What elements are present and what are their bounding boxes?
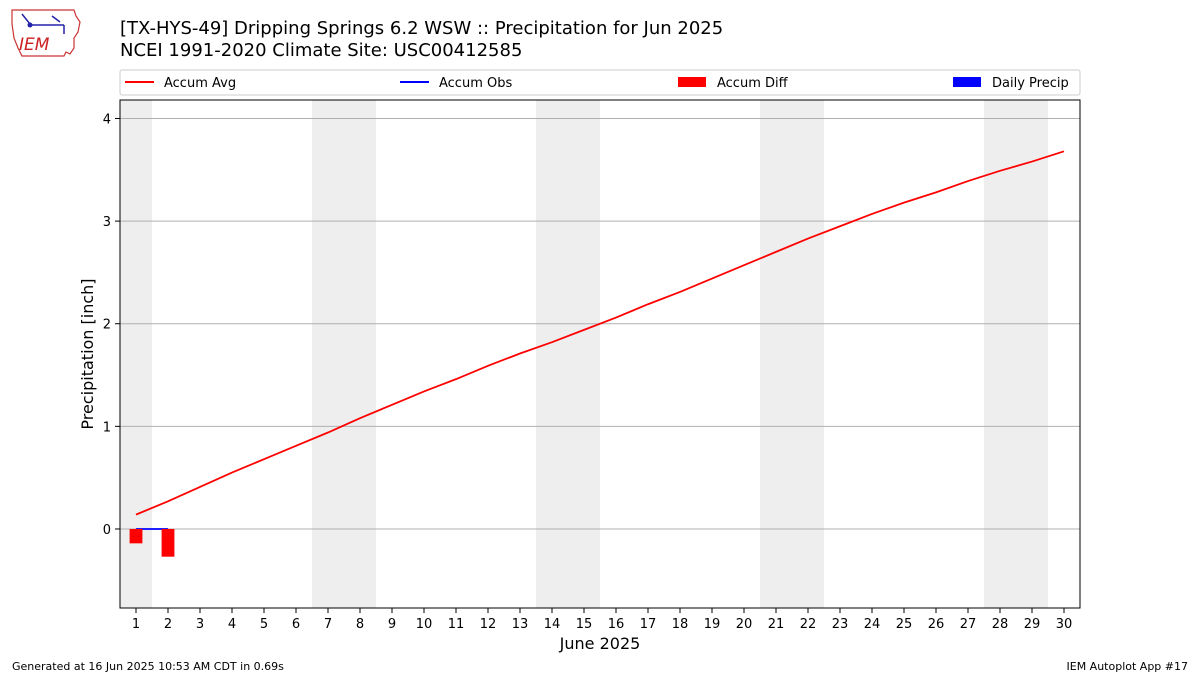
accum-diff-legend-label: Accum Diff [717, 76, 789, 91]
x-tick-label: 2 [164, 617, 172, 632]
x-tick-label: 14 [544, 617, 561, 632]
x-tick-label: 18 [672, 617, 689, 632]
x-tick-label: 4 [228, 617, 236, 632]
y-tick-label: 3 [103, 215, 111, 230]
x-tick-label: 21 [768, 617, 785, 632]
x-tick-label: 28 [992, 617, 1009, 632]
x-tick-label: 13 [512, 617, 529, 632]
weekend-band [344, 100, 376, 608]
weekend-band [984, 100, 1016, 608]
chart-subtitle: NCEI 1991-2020 Climate Site: USC00412585 [120, 40, 523, 61]
x-tick-label: 1 [132, 617, 140, 632]
x-tick-label: 3 [196, 617, 204, 632]
weekend-band [120, 100, 152, 608]
x-tick-label: 22 [800, 617, 817, 632]
accum-diff-bar [129, 528, 143, 544]
iowa-outline-icon [11, 9, 81, 57]
x-tick-label: 8 [356, 617, 364, 632]
weekend-band [792, 100, 824, 608]
app-label: IEM Autoplot App #17 [1066, 660, 1189, 673]
x-tick-label: 23 [832, 617, 849, 632]
x-tick-label: 11 [448, 617, 465, 632]
legend-box [119, 69, 1081, 96]
x-tick-label: 17 [640, 617, 657, 632]
x-tick-label: 27 [960, 617, 977, 632]
x-tick-label: 25 [896, 617, 913, 632]
x-tick-label: 26 [928, 617, 945, 632]
weekend-band [536, 100, 568, 608]
accum-avg-line [135, 150, 1065, 516]
iem-logo: IEM [11, 9, 81, 57]
x-tick-label: 10 [416, 617, 433, 632]
x-tick-label: 6 [292, 617, 300, 632]
x-tick-label: 5 [260, 617, 268, 632]
accum-diff-legend-swatch [678, 77, 706, 87]
weekend-band [568, 100, 600, 608]
wind-vane-icon [21, 13, 65, 34]
x-tick-label: 7 [324, 617, 332, 632]
x-tick-label: 30 [1056, 617, 1073, 632]
y-gridlines [120, 117, 1080, 530]
accum-avg-legend-label: Accum Avg [164, 76, 236, 91]
chart-title: [TX-HYS-49] Dripping Springs 6.2 WSW :: … [120, 18, 724, 39]
x-tick-label: 20 [736, 617, 753, 632]
y-tick-label: 2 [103, 318, 111, 333]
y-tick-label: 0 [103, 523, 111, 538]
x-tick-label: 19 [704, 617, 721, 632]
logo-text: IEM [19, 35, 50, 55]
weekend-bands [120, 100, 1048, 608]
accum-diff-bar [161, 528, 175, 557]
y-axis-label: Precipitation [inch] [78, 278, 97, 429]
y-tick-label: 4 [103, 112, 111, 127]
y-axis-ticks: 0 1 2 3 4 [103, 112, 120, 538]
generated-timestamp: Generated at 16 Jun 2025 10:53 AM CDT in… [12, 660, 284, 673]
y-tick-label: 1 [103, 420, 111, 435]
x-axis-label: June 2025 [559, 634, 641, 653]
accum-obs-legend-label: Accum Obs [439, 76, 512, 91]
x-tick-label: 12 [480, 617, 497, 632]
x-tick-label: 29 [1024, 617, 1041, 632]
x-tick-label: 9 [388, 617, 396, 632]
x-axis-ticks: 1 2 3 4 5 6 7 8 9 10 11 12 13 14 15 16 17 18 19 20 21 22 23 24 2… [132, 608, 1072, 632]
daily-precip-legend-swatch [953, 77, 981, 87]
weekend-band [1016, 100, 1048, 608]
x-tick-label: 15 [576, 617, 593, 632]
series-layer [129, 150, 1065, 557]
plot-frame [119, 99, 1081, 609]
x-tick-label: 24 [864, 617, 881, 632]
daily-precip-legend-label: Daily Precip [992, 76, 1069, 91]
legend: Accum Avg Accum Obs Accum Diff Daily Precip [119, 69, 1081, 96]
weekend-band [312, 100, 344, 608]
weekend-band [760, 100, 792, 608]
x-tick-label: 16 [608, 617, 625, 632]
